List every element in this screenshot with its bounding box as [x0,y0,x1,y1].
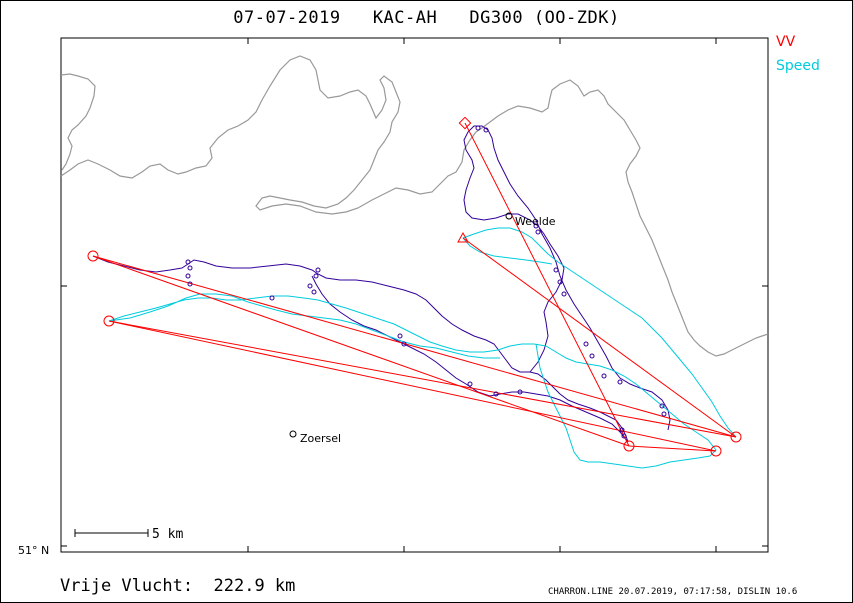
turnpoint-circle [87,250,99,262]
town-label: Zoersel [300,432,341,445]
thermal-markers [185,125,667,439]
legend-vv: VV [776,34,796,50]
town-marker [505,212,513,220]
latitude-label: 51° N [18,544,50,557]
turnpoint-markers [87,116,742,457]
software-label: CHARRON.LINE 20.07.2019, 07:17:58, DISLI… [548,587,798,597]
axis-ticks [61,38,768,552]
plot-area [60,37,769,553]
finish-triangle [457,231,469,243]
scale-bar: 5 km [74,527,183,542]
turnpoint-circle [103,315,115,327]
start-diamond [458,116,472,130]
task-legs [92,122,737,452]
scale-label: 5 km [152,527,183,542]
distance-label: Vrije Vlucht: 222.9 km [60,576,296,596]
speed-track [108,227,737,469]
map-title: 07-07-2019 KAC-AH DG300 (OO-ZDK) [233,8,620,28]
town-weelde: Weelde [505,212,556,228]
turnpoint-circle [623,440,635,452]
country-border [60,55,769,357]
turnpoint-circle [710,445,722,457]
town-label: Weelde [515,215,556,228]
turnpoint-circle [730,431,742,443]
town-zoersel: Zoersel [289,430,341,445]
legend-speed: Speed [776,58,820,74]
town-marker [289,430,297,438]
